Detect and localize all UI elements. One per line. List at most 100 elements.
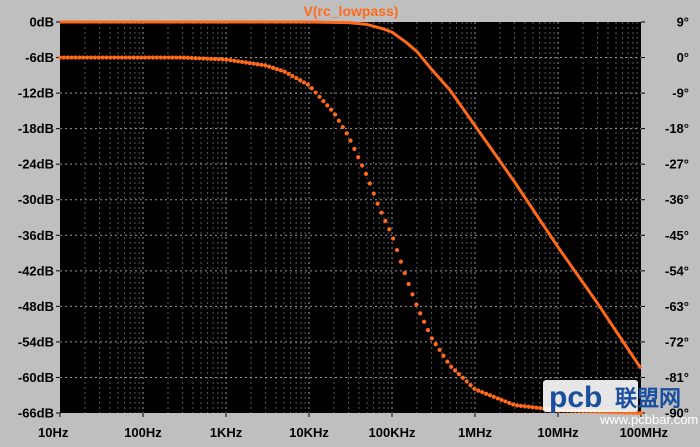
phase-point (298, 78, 303, 83)
phase-point (425, 328, 431, 333)
phase-point (177, 55, 183, 60)
phase-point (356, 155, 361, 160)
phase-point (460, 375, 465, 380)
phase-point (511, 402, 516, 407)
phase-point (394, 247, 400, 253)
phase-point (344, 131, 349, 136)
phase-point (452, 368, 458, 373)
phase-point (208, 56, 214, 61)
phase-point (468, 383, 473, 388)
phase-point (224, 57, 229, 62)
right-tick-label: 9° (677, 15, 689, 30)
x-tick-label: 100KHz (369, 425, 416, 440)
phase-point (278, 68, 283, 73)
left-tick-label: -12dB (18, 86, 54, 101)
magnitude-line (60, 20, 643, 370)
phase-point (100, 55, 105, 60)
watermark-cn-text: 联盟网 (615, 387, 681, 412)
phase-point (251, 61, 256, 66)
phase-point (491, 394, 496, 399)
phase-point (514, 403, 520, 408)
series-layer (57, 20, 644, 416)
phase-point (538, 406, 543, 411)
phase-point (274, 66, 280, 72)
phase-point (131, 55, 136, 60)
phase-point (146, 55, 152, 60)
phase-point (336, 118, 341, 123)
x-tick-label: 100MHz (620, 425, 669, 440)
right-tick-label: -18° (665, 121, 689, 136)
phase-point (530, 405, 535, 410)
x-axis: 10Hz 100Hz 1KHz 10KHz 100KHz 1MHz 10MHz 100MHz (38, 413, 668, 440)
phase-point (483, 391, 489, 396)
phase-point (243, 60, 249, 65)
phase-point (638, 410, 644, 416)
phase-point (305, 82, 310, 87)
phase-point (290, 73, 295, 79)
phase-point (112, 55, 117, 60)
phase-point (379, 210, 384, 215)
phase-point (387, 227, 392, 232)
phase-point (433, 342, 438, 347)
phase-point (236, 59, 241, 64)
phase-point (429, 336, 434, 341)
phase-point (495, 396, 500, 401)
phase-point (212, 56, 218, 62)
phase-point (449, 364, 454, 369)
phase-point (81, 55, 86, 60)
phase-point (348, 138, 353, 143)
phase-point (472, 386, 477, 391)
phase-point (499, 397, 504, 402)
phase-point (352, 146, 357, 152)
watermark-logo-text: pcb (549, 381, 602, 414)
phase-point (503, 399, 508, 404)
watermark-url: www.pcbbar.com (599, 412, 698, 427)
phase-point (239, 59, 245, 65)
phase-point (88, 55, 94, 60)
phase-point (476, 388, 481, 393)
left-tick-label: -36dB (18, 228, 54, 243)
phase-point (445, 359, 450, 364)
phase-point (201, 56, 206, 61)
phase-point (259, 62, 264, 67)
phase-point (127, 55, 132, 60)
phase-point (139, 55, 144, 60)
phase-point (410, 292, 415, 297)
left-tick-label: -42dB (18, 263, 54, 278)
right-tick-label: -36° (665, 192, 689, 207)
phase-point (143, 55, 148, 60)
phase-point (77, 55, 82, 60)
left-tick-label: -24dB (18, 157, 54, 172)
phase-point (526, 404, 531, 409)
phase-point (418, 311, 423, 316)
phase-point (185, 55, 190, 60)
x-tick-label: 1MHz (458, 425, 492, 440)
phase-point (166, 55, 171, 60)
phase-point (518, 403, 524, 408)
phase-point (286, 71, 291, 76)
phase-point (181, 55, 187, 60)
phase-point (480, 390, 485, 395)
grid (60, 22, 641, 413)
left-tick-label: -30dB (18, 192, 54, 207)
phase-point (61, 55, 66, 60)
phase-point (282, 69, 287, 74)
left-tick-label: -54dB (18, 334, 54, 349)
x-tick-label: 100Hz (124, 425, 162, 440)
phase-point (406, 281, 411, 287)
phase-point (270, 65, 276, 70)
right-tick-label: -45° (665, 228, 689, 243)
right-tick-label: -72° (665, 334, 689, 349)
phase-point (57, 55, 63, 60)
left-tick-label: -18dB (18, 121, 54, 136)
phase-point (313, 90, 318, 95)
phase-point (391, 236, 396, 241)
phase-point (119, 55, 125, 60)
phase-point (104, 55, 109, 60)
plot-area (60, 22, 641, 413)
phase-point (85, 55, 90, 60)
phase-point (158, 55, 163, 60)
phase-point (205, 56, 210, 61)
phase-point (65, 55, 70, 60)
